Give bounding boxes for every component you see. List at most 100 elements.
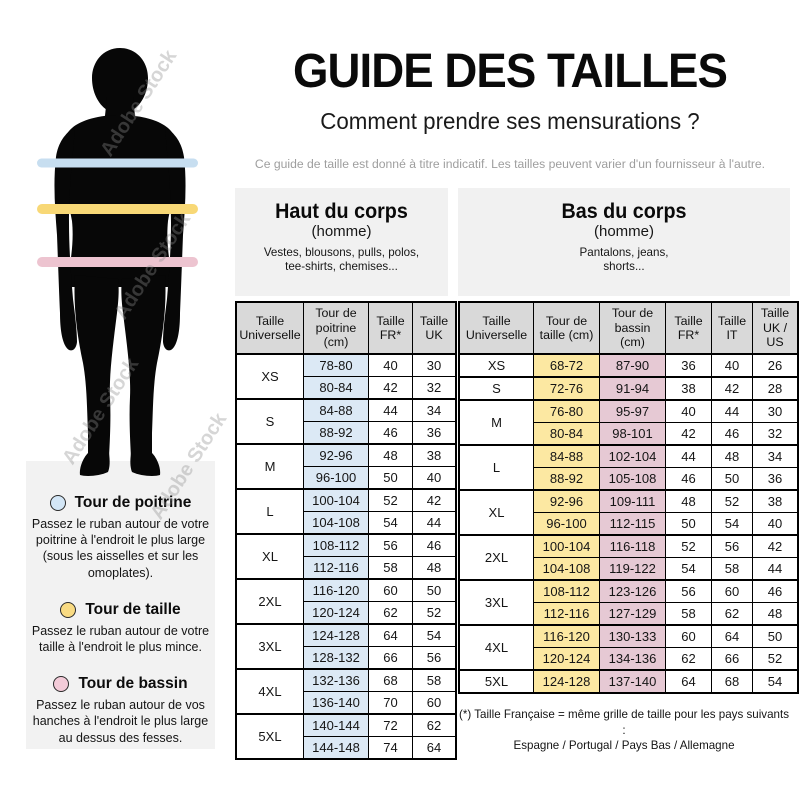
measure-legend-items: Tour de poitrine Passez le ruban autour d… — [26, 494, 215, 746]
table-row: 128-132 66 56 — [236, 646, 457, 670]
value-cell: 64 — [665, 669, 712, 694]
column-header: Taille Universelle — [458, 301, 534, 355]
value-cell: 104-108 — [303, 511, 369, 535]
value-cell: 104-108 — [533, 557, 600, 581]
value-cell: 44 — [752, 557, 799, 581]
value-cell: 56 — [368, 533, 413, 557]
column-header: Tour de bassin (cm) — [599, 301, 666, 355]
value-cell: 64 — [368, 623, 413, 647]
value-cell: 46 — [665, 467, 712, 491]
column-header: Taille Universelle — [235, 301, 304, 355]
value-cell: 52 — [711, 489, 753, 513]
value-cell: 52 — [368, 488, 413, 512]
value-cell: 46 — [412, 533, 457, 557]
table-row: 80-84 98-101 42 46 32 — [459, 422, 799, 446]
value-cell: 92-96 — [303, 443, 369, 467]
value-cell: 109-111 — [599, 489, 666, 513]
legend-item-header: Tour de bassin — [30, 675, 211, 693]
table-row: 2XL 116-120 60 50 — [235, 578, 457, 625]
size-cell: 4XL — [458, 624, 534, 671]
value-cell: 30 — [752, 399, 799, 423]
value-cell: 36 — [412, 421, 457, 445]
column-header: Taille UK — [412, 301, 457, 355]
value-cell: 116-118 — [599, 534, 666, 558]
value-cell: 105-108 — [599, 467, 666, 491]
value-cell: 100-104 — [533, 534, 600, 558]
upper-panel-description: Vestes, blousons, pulls, polos, tee-shir… — [263, 246, 420, 273]
silhouette-right-foot — [130, 453, 161, 476]
table-row: 120-124 62 52 — [236, 601, 457, 625]
value-cell: 127-129 — [599, 602, 666, 626]
value-cell: 112-116 — [533, 602, 600, 626]
table-row: 88-92 105-108 46 50 36 — [459, 467, 799, 491]
waist-measure-band — [37, 204, 198, 214]
table-row: XS 68-72 87-90 36 40 26 — [458, 353, 799, 378]
size-cell: XS — [458, 353, 534, 378]
value-cell: 116-120 — [303, 578, 369, 602]
value-cell: 48 — [368, 443, 413, 467]
table-row: 112-116 58 48 — [236, 556, 457, 580]
size-cell: 2XL — [458, 534, 534, 581]
value-cell: 60 — [412, 691, 457, 715]
value-cell: 36 — [665, 353, 712, 378]
value-cell: 98-101 — [599, 422, 666, 446]
value-cell: 124-128 — [533, 669, 600, 694]
value-cell: 54 — [711, 512, 753, 536]
legend-item-label: Tour de bassin — [78, 675, 188, 693]
footnote-line1: (*) Taille Française = même grille de ta… — [458, 708, 790, 737]
measure-legend: Tour de poitrine Passez le ruban autour d… — [26, 461, 215, 749]
value-cell: 88-92 — [533, 467, 600, 491]
legend-item-description: Passez le ruban autour de vos hanches à … — [32, 698, 209, 745]
value-cell: 136-140 — [303, 691, 369, 715]
silhouette-left-arm — [54, 127, 77, 351]
silhouette-right-leg — [121, 275, 166, 457]
column-header: Taille UK / US — [752, 301, 799, 355]
silhouette-torso — [60, 115, 180, 287]
upper-body-panel-header: Haut du corps (homme) Vestes, blousons, … — [235, 188, 448, 296]
value-cell: 144-148 — [303, 736, 369, 760]
value-cell: 128-132 — [303, 646, 369, 670]
value-cell: 42 — [752, 534, 799, 558]
value-cell: 84-88 — [533, 444, 600, 468]
value-cell: 72-76 — [533, 376, 600, 401]
value-cell: 140-144 — [303, 713, 369, 737]
value-cell: 54 — [752, 669, 799, 694]
value-cell: 32 — [412, 376, 457, 400]
value-cell: 50 — [412, 578, 457, 602]
size-cell: L — [458, 444, 534, 491]
lower-body-size-table: Taille Universelle Tour de taille (cm) Tou… — [458, 301, 799, 694]
value-cell: 130-133 — [599, 624, 666, 648]
value-cell: 38 — [412, 443, 457, 467]
value-cell: 58 — [665, 602, 712, 626]
table-row: 3XL 124-128 64 54 — [235, 623, 457, 670]
size-cell: 3XL — [235, 623, 304, 670]
value-cell: 132-136 — [303, 668, 369, 692]
value-cell: 48 — [752, 602, 799, 626]
value-cell: 44 — [368, 398, 413, 422]
size-cell: XL — [235, 533, 304, 580]
table-row: 2XL 100-104 116-118 52 56 42 — [458, 534, 799, 581]
value-cell: 56 — [665, 579, 712, 603]
header: GUIDE DES TAILLES Comment prendre ses me… — [225, 0, 795, 172]
value-cell: 50 — [752, 624, 799, 648]
lower-body-panel-header: Bas du corps (homme) Pantalons, jeans, s… — [458, 188, 790, 296]
value-cell: 30 — [412, 353, 457, 377]
value-cell: 68 — [711, 669, 753, 694]
value-cell: 40 — [665, 399, 712, 423]
value-cell: 120-124 — [303, 601, 369, 625]
column-header: Taille FR* — [368, 301, 413, 355]
table-row: 3XL 108-112 123-126 56 60 46 — [458, 579, 799, 626]
size-cell: S — [458, 376, 534, 401]
upper-panel-subtitle: (homme) — [311, 223, 372, 240]
value-cell: 70 — [368, 691, 413, 715]
value-cell: 58 — [412, 668, 457, 692]
column-header: Tour de poitrine (cm) — [303, 301, 369, 355]
value-cell: 34 — [752, 444, 799, 468]
table-row: L 84-88 102-104 44 48 34 — [458, 444, 799, 491]
size-cell: XL — [458, 489, 534, 536]
value-cell: 120-124 — [533, 647, 600, 671]
table-row: 112-116 127-129 58 62 48 — [459, 602, 799, 626]
value-cell: 46 — [752, 579, 799, 603]
value-cell: 44 — [665, 444, 712, 468]
legend-item-description: Passez le ruban autour de votre poitrine… — [31, 517, 210, 580]
